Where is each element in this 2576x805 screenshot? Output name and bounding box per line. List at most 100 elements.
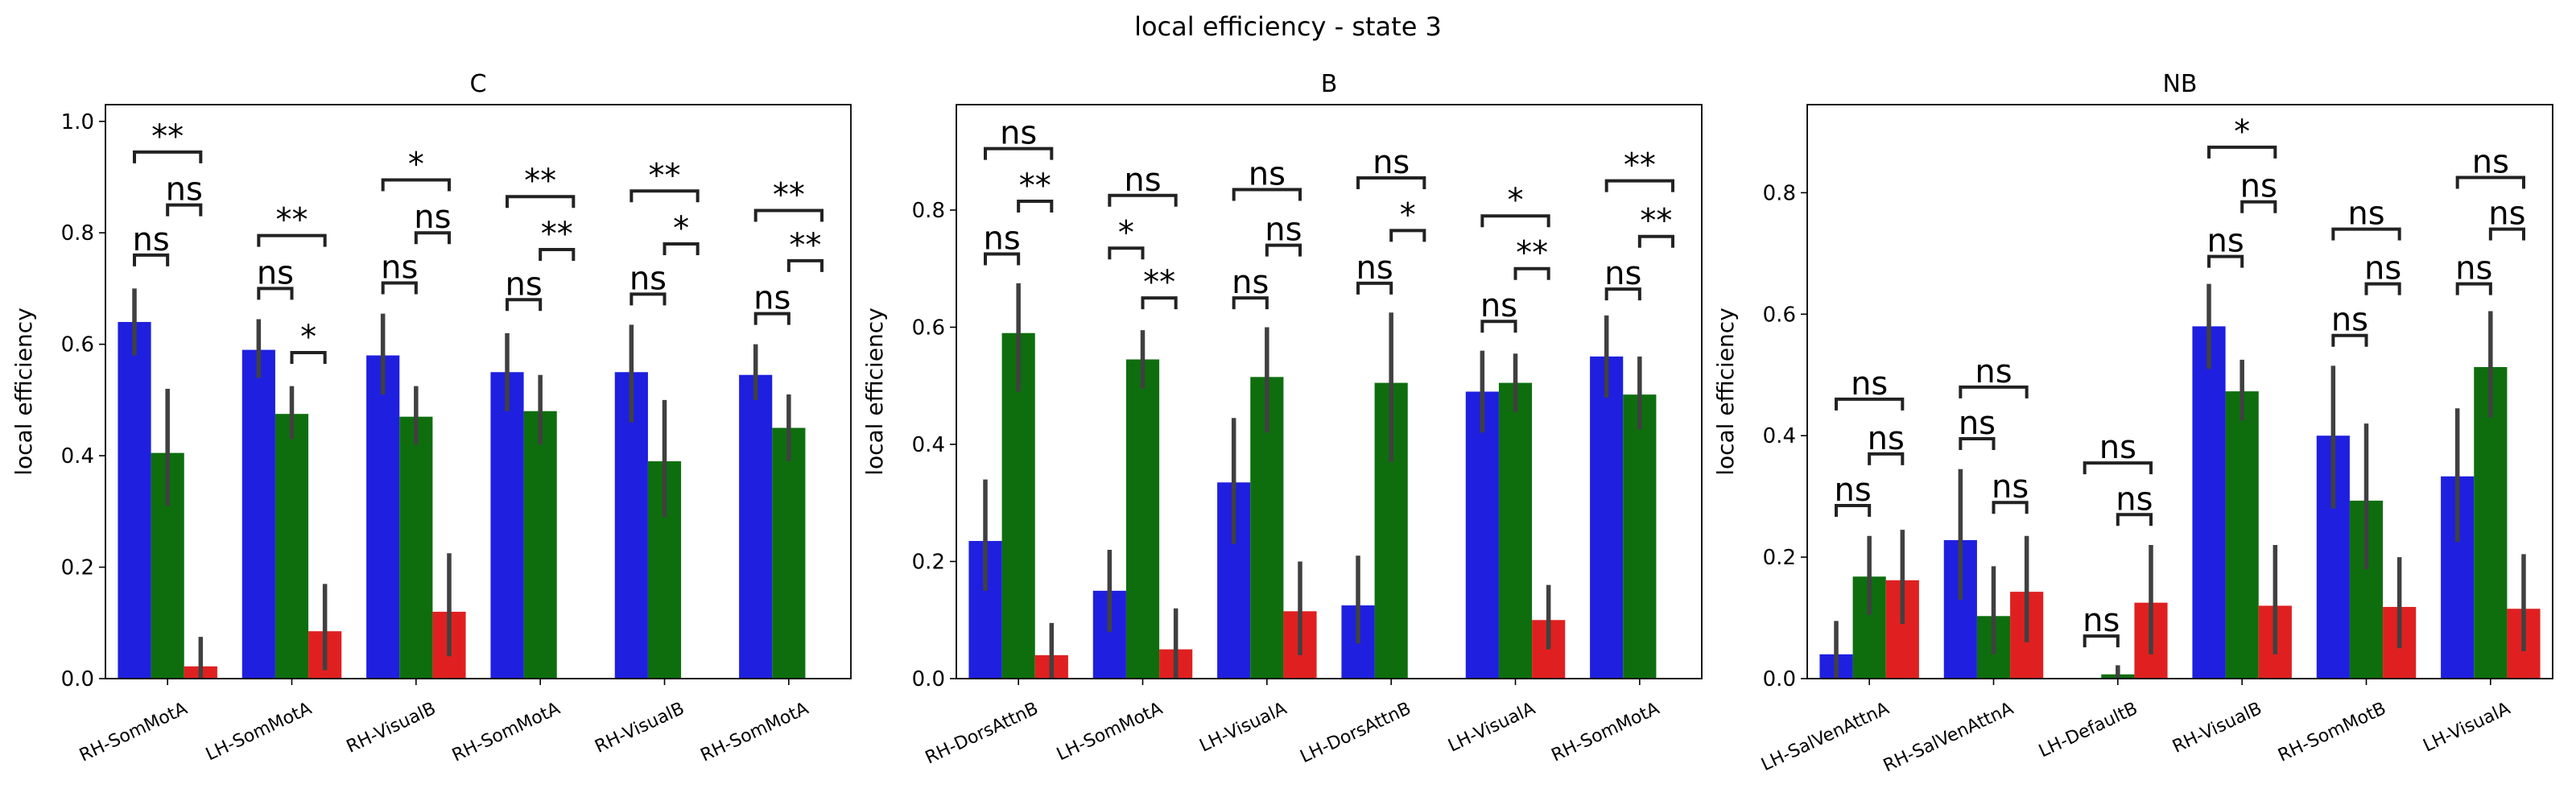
ytick-label: 0.6 (1763, 303, 1796, 327)
significance-label: ns (166, 171, 203, 208)
bar (772, 427, 806, 679)
bar (1125, 359, 1160, 679)
significance-label: ** (276, 202, 308, 239)
significance-bracket (2083, 461, 2153, 475)
significance-label: ns (1834, 472, 1871, 509)
significance-bracket (1959, 436, 1996, 450)
significance-bracket (2207, 145, 2277, 159)
significance-bracket (1480, 320, 1517, 333)
significance-bracket (1389, 229, 1426, 242)
significance-label: ns (2472, 144, 2509, 181)
bar (490, 372, 524, 679)
axes-frame (1806, 104, 2553, 679)
significance-label: ns (505, 266, 542, 303)
significance-label: * (300, 319, 316, 356)
ytick-label: 0.6 (912, 316, 945, 340)
significance-label: ns (983, 221, 1020, 258)
significance-bracket (414, 231, 451, 245)
significance-label: ns (1232, 264, 1269, 301)
ytick-label: 0.6 (61, 333, 94, 357)
significance-bracket (2331, 227, 2401, 241)
y-axis-label: local efficiency (10, 308, 37, 476)
significance-bracket (133, 253, 170, 266)
significance-bracket (630, 292, 667, 306)
significance-label: ** (541, 216, 573, 253)
significance-label: ns (1975, 353, 2012, 390)
significance-label: ns (2455, 250, 2492, 287)
ytick-label: 0.4 (912, 433, 945, 457)
significance-bracket (166, 203, 203, 217)
y-axis-label: local efficiency (1712, 308, 1739, 476)
significance-label: ** (789, 227, 821, 264)
ytick-label: 0.8 (61, 221, 94, 246)
significance-label: ns (1124, 162, 1161, 199)
bar (1590, 356, 1624, 679)
significance-bracket (753, 208, 824, 222)
significance-bracket (2083, 634, 2120, 648)
significance-bracket (1835, 503, 1872, 517)
significance-label: ** (151, 118, 184, 155)
significance-bracket (133, 150, 203, 163)
significance-bracket (1604, 179, 1674, 192)
significance-bracket (506, 195, 576, 208)
significance-bracket (2331, 333, 2368, 347)
bar (242, 349, 275, 679)
significance-label: ns (2240, 168, 2277, 205)
significance-bracket (257, 233, 327, 247)
significance-label: * (1118, 214, 1134, 251)
significance-label: ns (414, 199, 451, 236)
significance-bracket (984, 252, 1021, 266)
ytick-label: 0.0 (912, 667, 945, 691)
ytick-label: 0.4 (1763, 424, 1796, 448)
significance-bracket (1232, 188, 1302, 201)
significance-bracket (290, 351, 327, 365)
significance-bracket (1232, 296, 1269, 310)
significance-label: ns (1373, 144, 1410, 181)
significance-bracket (630, 189, 700, 203)
bar (1623, 394, 1657, 679)
significance-label: ns (2099, 429, 2136, 466)
significance-label: ns (2331, 302, 2368, 339)
significance-bracket (1356, 175, 1426, 189)
significance-label: ** (649, 157, 681, 194)
significance-bracket (984, 147, 1054, 160)
significance-bracket (1604, 287, 1641, 301)
significance-label: ns (1265, 212, 1302, 249)
significance-bracket (1356, 281, 1393, 295)
significance-label: ** (773, 177, 805, 214)
significance-label: * (1400, 196, 1416, 233)
figure-suptitle: local efficiency - state 3 (1134, 11, 1442, 42)
significance-bracket (1108, 246, 1145, 260)
significance-label: ns (132, 221, 169, 258)
significance-label: ns (1851, 365, 1888, 402)
significance-label: ns (1356, 250, 1393, 287)
ytick-label: 0.2 (61, 556, 94, 580)
significance-bracket (2455, 175, 2525, 189)
significance-bracket (1108, 193, 1178, 207)
significance-label: ns (1000, 115, 1037, 152)
significance-label: ns (2347, 196, 2384, 233)
axes-frame (105, 104, 852, 679)
bar (2192, 326, 2226, 679)
significance-label: ns (753, 280, 791, 317)
bar (1498, 382, 1533, 679)
axes-frame (956, 104, 1703, 679)
significance-label: ** (524, 163, 556, 200)
y-axis-label: local efficiency (861, 308, 888, 476)
bar (275, 414, 309, 679)
significance-label: * (1508, 182, 1524, 219)
significance-label: ns (2364, 250, 2401, 287)
panel-title: C (470, 70, 487, 98)
significance-bracket (2116, 513, 2153, 526)
significance-label: * (408, 146, 424, 183)
significance-bracket (2364, 282, 2401, 295)
significance-label: ns (2488, 196, 2525, 233)
significance-bracket (1637, 234, 1674, 248)
significance-bracket (1959, 385, 2029, 398)
significance-label: ns (2207, 223, 2244, 260)
bar (118, 321, 151, 679)
significance-label: ns (257, 254, 294, 291)
ytick-label: 0.8 (912, 199, 945, 223)
